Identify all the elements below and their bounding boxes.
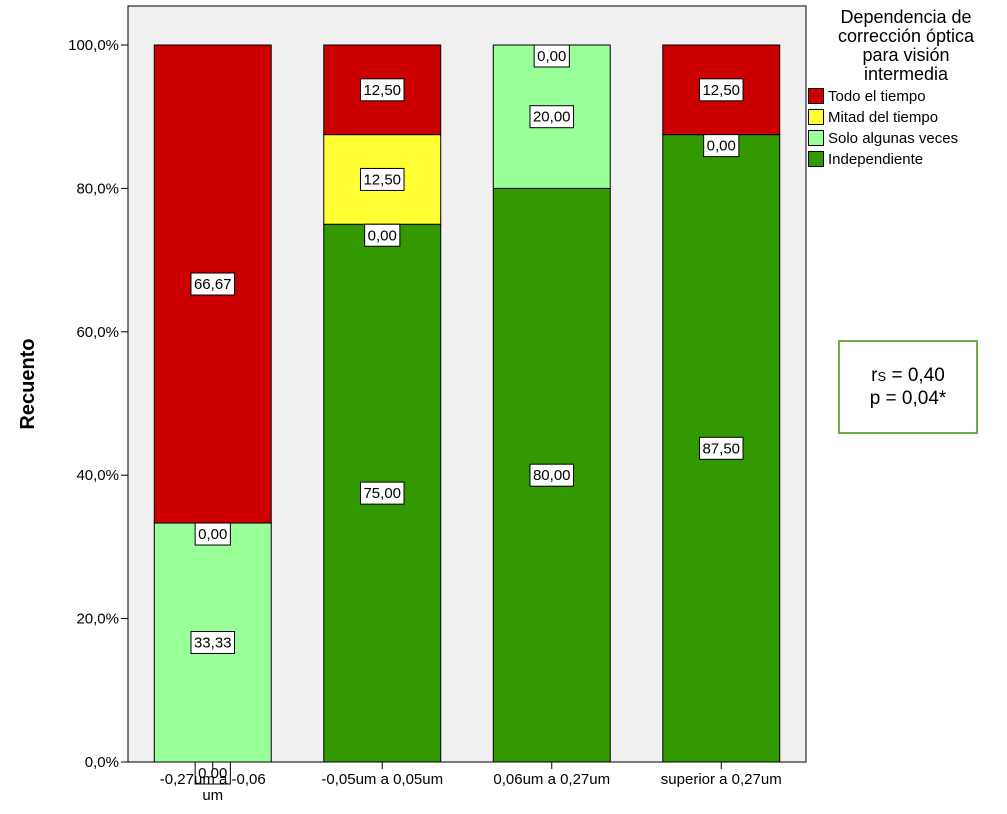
- y-tick-label: 60,0%: [76, 324, 119, 341]
- x-category-label: -0,27um a -0,06: [160, 771, 266, 788]
- data-label: 0,00: [194, 761, 231, 785]
- data-label-text: 0,00: [707, 138, 736, 155]
- p-value: p = 0,04*: [869, 387, 947, 409]
- x-category-label: superior a 0,27um: [661, 771, 782, 788]
- y-axis: 0,0% 20,0% 40,0% 60,0% 80,0% 100,0%: [68, 37, 128, 771]
- data-label-box: [698, 436, 744, 460]
- legend-title-line: intermedia: [863, 64, 949, 84]
- legend-item: Solo algunas veces: [808, 129, 1004, 147]
- data-label-text: 0,00: [198, 765, 227, 782]
- data-label-box: [533, 44, 570, 68]
- legend-item: Todo el tiempo: [808, 87, 1004, 105]
- y-tick-label: 20,0%: [76, 611, 119, 628]
- legend-swatch: [808, 109, 824, 125]
- data-label-box: [359, 167, 405, 191]
- data-label: 66,67: [190, 272, 236, 296]
- data-label-text: 0,00: [537, 48, 566, 65]
- data-label-box: [194, 522, 231, 546]
- data-label-text: 75,00: [363, 485, 401, 502]
- legend-label: Independiente: [828, 150, 924, 168]
- r-value: = 0,40: [886, 364, 945, 386]
- data-label: 0,00: [703, 134, 740, 158]
- spearman-r: rS = 0,40: [871, 365, 945, 388]
- r-subscript: S: [877, 368, 887, 384]
- data-label-box: [703, 134, 740, 158]
- data-label-text: 0,00: [368, 227, 397, 244]
- data-label-text: 33,33: [194, 635, 232, 652]
- data-label-box: [529, 105, 575, 129]
- y-tick-label: 80,0%: [76, 180, 119, 197]
- y-tick-label: 40,0%: [76, 467, 119, 484]
- y-tick-label: 0,0%: [85, 754, 119, 771]
- legend-items: Todo el tiempo Mitad del tiempo Solo algun…: [808, 87, 1004, 168]
- data-label-text: 87,50: [702, 440, 740, 457]
- data-label-box: [529, 463, 575, 487]
- data-label: 0,00: [533, 44, 570, 68]
- legend-title-line: Dependencia de: [840, 7, 972, 27]
- data-label-text: 80,00: [533, 467, 571, 484]
- legend-swatch: [808, 130, 824, 146]
- data-label-box: [190, 272, 236, 296]
- data-label: 75,00: [359, 481, 405, 505]
- data-label: 0,00: [194, 522, 231, 546]
- legend-title-line: para visión: [862, 45, 950, 65]
- legend-label: Todo el tiempo: [828, 87, 926, 105]
- legend-swatch: [808, 151, 824, 167]
- data-label-text: 0,00: [198, 526, 227, 543]
- data-label-box: [190, 631, 236, 655]
- legend-item: Mitad del tiempo: [808, 108, 1004, 126]
- data-label-box: [698, 78, 744, 102]
- legend-title-line: corrección óptica: [837, 26, 975, 46]
- r-symbol: r: [871, 364, 878, 386]
- data-label: 87,50: [698, 436, 744, 460]
- data-label: 0,00: [364, 223, 401, 247]
- data-label-box: [359, 481, 405, 505]
- data-labels: 0,00 33,33 0,00 66,67 75,00 0,00 12,50 12,50 80,…: [190, 44, 744, 785]
- legend-label: Solo algunas veces: [828, 129, 959, 147]
- legend-label: Mitad del tiempo: [828, 108, 939, 126]
- legend-swatch: [808, 88, 824, 104]
- legend-title: Dependencia de corrección óptica para vi…: [808, 8, 1004, 84]
- x-category-label: 0,06um a 0,27um: [493, 771, 610, 788]
- x-category-label: -0,05um a 0,05um: [321, 771, 443, 788]
- legend-item: Independiente: [808, 150, 1004, 168]
- data-label: 12,50: [359, 78, 405, 102]
- data-label: 33,33: [190, 631, 236, 655]
- x-axis-categories: -0,27um a -0,06um -0,05um a 0,05um 0,06um …: [160, 762, 782, 804]
- data-label: 12,50: [359, 167, 405, 191]
- data-label-text: 20,00: [533, 109, 571, 126]
- data-label: 12,50: [698, 78, 744, 102]
- data-label: 20,00: [529, 105, 575, 129]
- data-label: 80,00: [529, 463, 575, 487]
- legend: Dependencia de corrección óptica para vi…: [808, 8, 1004, 168]
- data-label-box: [364, 223, 401, 247]
- data-label-box: [359, 78, 405, 102]
- y-axis-label: Recuento: [17, 338, 39, 429]
- data-label-text: 12,50: [363, 82, 401, 99]
- data-label-text: 12,50: [363, 171, 401, 188]
- y-tick-label: 100,0%: [68, 37, 119, 54]
- data-label-text: 12,50: [702, 82, 740, 99]
- correlation-box: rS = 0,40 p = 0,04*: [838, 340, 978, 434]
- x-category-label: um: [202, 787, 223, 804]
- data-label-text: 66,67: [194, 276, 232, 293]
